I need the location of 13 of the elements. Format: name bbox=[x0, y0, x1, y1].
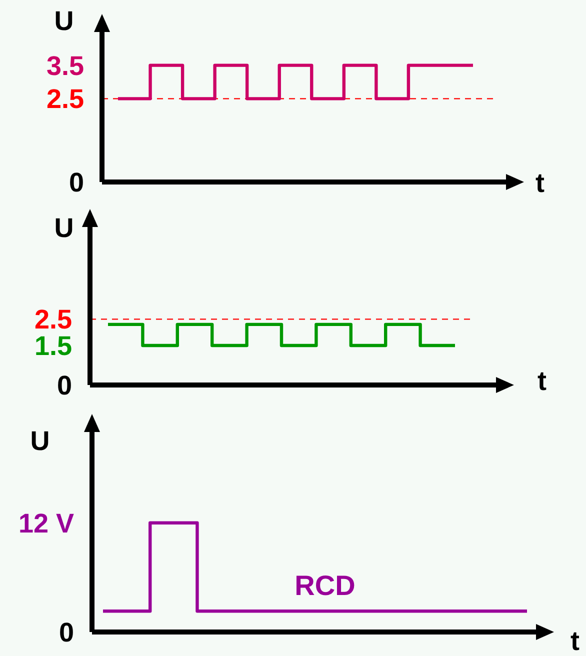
y-axis-title: U bbox=[54, 213, 74, 243]
y-axis-title: U bbox=[30, 426, 50, 456]
y-tick-label: 12 V bbox=[18, 508, 74, 538]
y-tick-label: 3.5 bbox=[46, 50, 84, 81]
y-tick-label: 0 bbox=[56, 370, 72, 400]
y-tick-label: 0 bbox=[58, 617, 74, 648]
y-axis-title: U bbox=[54, 6, 74, 36]
y-tick-label: 0 bbox=[68, 167, 84, 198]
x-axis-title: t bbox=[570, 626, 580, 656]
annotation: RCD bbox=[294, 570, 356, 601]
x-axis-title: t bbox=[538, 366, 546, 396]
x-axis-title: t bbox=[536, 168, 544, 198]
y-tick-label: 2.5 bbox=[46, 84, 84, 114]
